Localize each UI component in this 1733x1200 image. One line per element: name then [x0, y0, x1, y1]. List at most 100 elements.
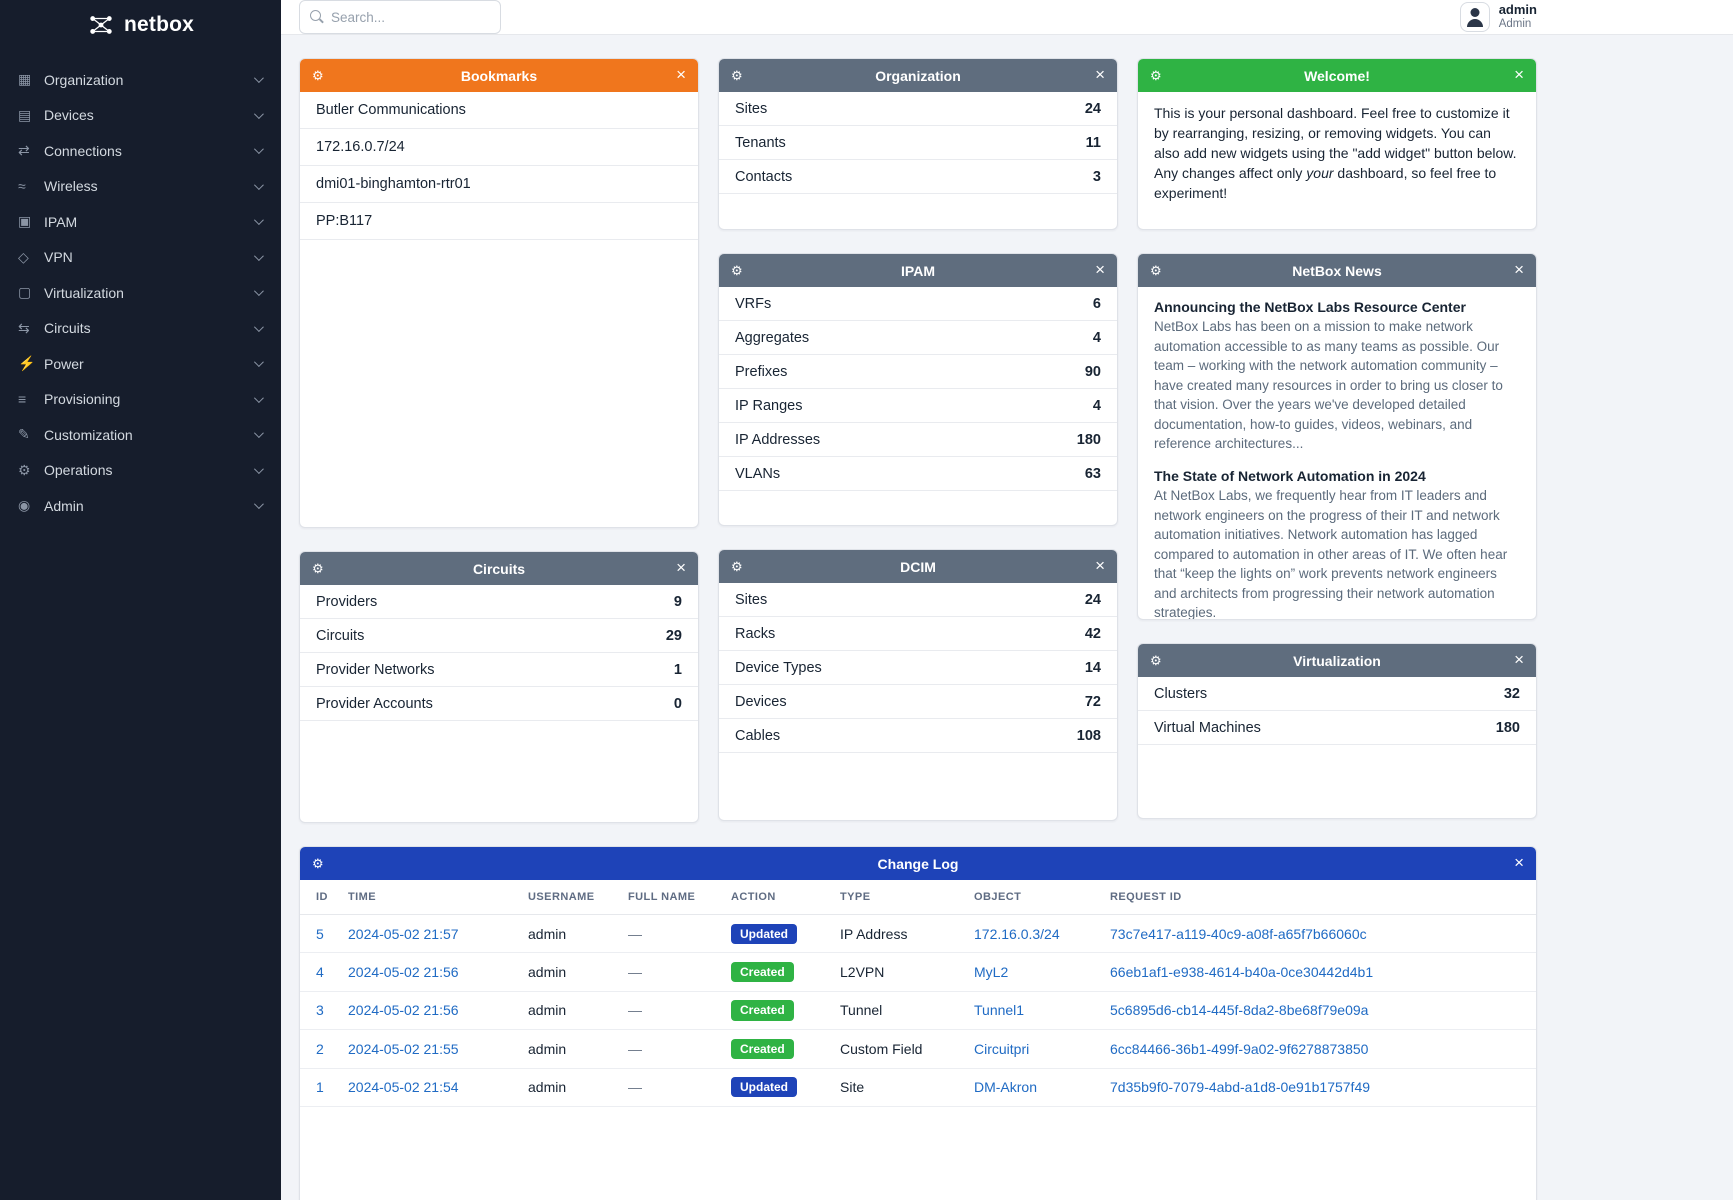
changelog-id-link[interactable]: 4	[300, 952, 338, 992]
stat-value[interactable]: 14	[1084, 659, 1101, 676]
stat-value[interactable]: 0	[673, 695, 682, 712]
stat-value[interactable]: 6	[1092, 295, 1101, 312]
news-article-title[interactable]: The State of Network Automation in 2024	[1154, 467, 1426, 484]
sidebar-item[interactable]: ✎ Customization	[0, 417, 281, 453]
changelog-id-link[interactable]: 1	[300, 1068, 338, 1107]
close-icon[interactable]: ×	[1514, 650, 1524, 669]
stat-value[interactable]: 9	[673, 593, 682, 610]
gear-icon[interactable]: ⚙	[731, 263, 743, 278]
close-icon[interactable]: ×	[1514, 260, 1524, 279]
stat-value[interactable]: 108	[1076, 727, 1101, 744]
changelog-time-link[interactable]: 2024-05-02 21:57	[338, 914, 518, 954]
stat-row: Devices 72	[719, 685, 1117, 719]
changelog-request-id-link[interactable]: 73c7e417-a119-40c9-a08f-a65f7b66060c	[1100, 914, 1536, 954]
changelog-request-id-link[interactable]: 66eb1af1-e938-4614-b40a-0ce30442d4b1	[1100, 952, 1536, 992]
sidebar-item[interactable]: ⇄ Connections	[0, 133, 281, 169]
sidebar-item[interactable]: ▤ Devices	[0, 98, 281, 134]
sidebar-item[interactable]: ≡ Provisioning	[0, 382, 281, 418]
stat-value[interactable]: 4	[1092, 329, 1101, 346]
changelog-row: 3 2024-05-02 21:56 admin — Created Tunne…	[300, 991, 1536, 1031]
stat-label: Cables	[735, 727, 781, 744]
close-icon[interactable]: ×	[676, 558, 686, 577]
stat-value[interactable]: 24	[1084, 591, 1101, 608]
changelog-object-link[interactable]: Circuitpri	[964, 1029, 1100, 1069]
gear-icon[interactable]: ⚙	[312, 856, 324, 871]
stat-value[interactable]: 72	[1084, 693, 1101, 710]
close-icon[interactable]: ×	[1514, 853, 1524, 872]
user-menu[interactable]: admin Admin	[1459, 2, 1537, 32]
close-icon[interactable]: ×	[1095, 65, 1105, 84]
gear-icon[interactable]: ⚙	[1150, 263, 1162, 278]
devices-icon: ▤	[18, 106, 32, 123]
gear-icon[interactable]: ⚙	[312, 68, 324, 83]
changelog-object-link[interactable]: DM-Akron	[964, 1068, 1100, 1107]
changelog-id-link[interactable]: 2	[300, 1029, 338, 1069]
close-icon[interactable]: ×	[1514, 65, 1524, 84]
stat-value[interactable]: 32	[1503, 685, 1520, 702]
stat-row: Tenants 11	[719, 126, 1117, 160]
sidebar-item[interactable]: ◉ Admin	[0, 488, 281, 524]
customization-icon: ✎	[18, 426, 30, 443]
changelog-time-link[interactable]: 2024-05-02 21:54	[338, 1068, 518, 1107]
sidebar-item[interactable]: ⚡ Power	[0, 346, 281, 382]
changelog-object-link[interactable]: Tunnel1	[964, 991, 1100, 1031]
changelog-time-link[interactable]: 2024-05-02 21:56	[338, 991, 518, 1031]
close-icon[interactable]: ×	[1095, 556, 1105, 575]
changelog-id-link[interactable]: 3	[300, 991, 338, 1031]
changelog-column-header: ID	[300, 880, 338, 915]
sidebar-item[interactable]: ◇ VPN	[0, 240, 281, 276]
stat-value[interactable]: 63	[1084, 465, 1101, 482]
stat-value[interactable]: 90	[1084, 363, 1101, 380]
changelog-request-id-link[interactable]: 6cc84466-36b1-499f-9a02-9f6278873850	[1100, 1029, 1536, 1069]
changelog-id-link[interactable]: 5	[300, 914, 338, 954]
sidebar-item[interactable]: ▣ IPAM	[0, 204, 281, 240]
sidebar-item[interactable]: ▢ Virtualization	[0, 275, 281, 311]
bookmark-item[interactable]: 172.16.0.7/24	[300, 129, 698, 166]
operations-icon: ⚙	[18, 461, 31, 478]
widget-title: Organization	[875, 67, 961, 84]
stat-value[interactable]: 29	[665, 627, 682, 644]
stat-value[interactable]: 24	[1084, 100, 1101, 117]
changelog-object-link[interactable]: 172.16.0.3/24	[964, 914, 1100, 954]
stat-value[interactable]: 180	[1495, 719, 1520, 736]
changelog-request-id-link[interactable]: 5c6895d6-cb14-445f-8da2-8be68f79e09a	[1100, 991, 1536, 1031]
chevron-down-icon	[253, 179, 264, 190]
changelog-column-header: REQUEST ID	[1100, 880, 1536, 915]
chevron-down-icon	[253, 428, 264, 439]
stat-value[interactable]: 42	[1084, 625, 1101, 642]
changelog-time-link[interactable]: 2024-05-02 21:56	[338, 952, 518, 992]
gear-icon[interactable]: ⚙	[1150, 653, 1162, 668]
stat-value[interactable]: 4	[1092, 397, 1101, 414]
gear-icon[interactable]: ⚙	[731, 559, 743, 574]
changelog-time-link[interactable]: 2024-05-02 21:55	[338, 1029, 518, 1069]
welcome-text-part: dashboard, so feel free to experiment!	[1154, 164, 1497, 201]
news-article-title[interactable]: Announcing the NetBox Labs Resource Cent…	[1154, 299, 1466, 315]
bookmark-item[interactable]: dmi01-binghamton-rtr01	[300, 166, 698, 203]
sidebar-item[interactable]: ≈ Wireless	[0, 169, 281, 205]
gear-icon[interactable]: ⚙	[731, 68, 743, 83]
ipam-widget: ⚙ IPAM × VRFs 6 Aggregates	[718, 253, 1118, 526]
stat-row: Virtual Machines 180	[1138, 711, 1536, 745]
bookmark-item[interactable]: PP:B117	[300, 203, 698, 240]
close-icon[interactable]: ×	[676, 65, 686, 84]
sidebar-item[interactable]: ⚙ Operations	[0, 453, 281, 489]
stat-value[interactable]: 3	[1092, 168, 1101, 185]
sidebar-item[interactable]: ▦ Organization	[0, 62, 281, 98]
bookmark-item[interactable]: Butler Communications	[300, 92, 698, 129]
gear-icon[interactable]: ⚙	[312, 561, 324, 576]
news-list[interactable]: Announcing the NetBox Labs Resource Cent…	[1138, 287, 1536, 619]
stat-row: Sites 24	[719, 92, 1117, 126]
welcome-text-part: This is your personal dashboard. Feel fr…	[1154, 105, 1517, 181]
changelog-request-id-link[interactable]: 7d35b9f0-7079-4abd-a1d8-0e91b1757f49	[1100, 1068, 1536, 1107]
gear-icon[interactable]: ⚙	[1150, 68, 1162, 83]
sidebar-item[interactable]: ⇆ Circuits	[0, 311, 281, 347]
stat-value[interactable]: 180	[1076, 431, 1101, 448]
close-icon[interactable]: ×	[1095, 260, 1105, 279]
search-icon	[310, 10, 321, 21]
search-input[interactable]	[299, 0, 501, 34]
stat-value[interactable]: 11	[1085, 134, 1101, 151]
user-role: Admin	[1498, 17, 1532, 30]
stat-value[interactable]: 1	[673, 661, 682, 678]
netbox-logo[interactable]: netbox	[0, 0, 281, 50]
changelog-object-link[interactable]: MyL2	[964, 952, 1100, 992]
